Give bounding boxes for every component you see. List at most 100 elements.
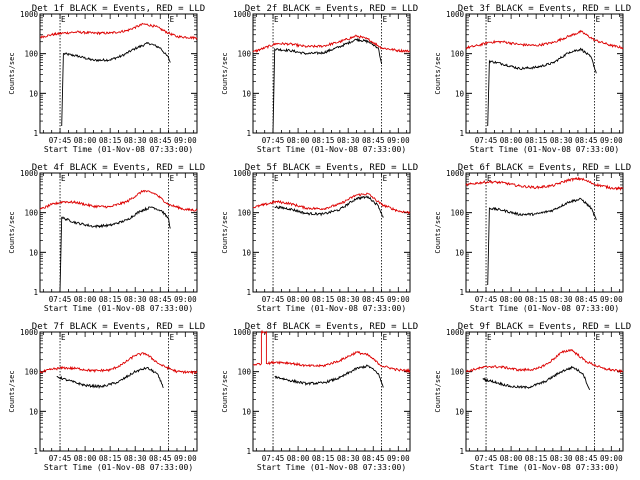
x-tick-label: 08:30 [550, 295, 573, 304]
x-tick-label: 07:45 [262, 295, 285, 304]
plot-frame [252, 13, 411, 134]
y-tick-label: 10 [242, 407, 252, 416]
event-marker-label: E [596, 174, 601, 183]
y-tick-label: 10 [29, 248, 39, 257]
x-axis-title: Start Time (01-Nov-08 07:33:00) [44, 145, 193, 154]
events-series-line [482, 365, 591, 390]
events-series-line [274, 195, 384, 218]
x-tick-label: 08:45 [575, 136, 598, 145]
x-tick-label: 08:45 [575, 295, 598, 304]
y-tick-label: 1 [459, 447, 464, 456]
y-tick-label: 10 [242, 89, 252, 98]
chart-title: Det 2f BLACK = Events, RED = LLD [245, 4, 418, 14]
chart-title: Det 9f BLACK = Events, RED = LLD [458, 322, 631, 332]
event-marker-label: E [487, 333, 492, 342]
y-tick-label: 1 [33, 288, 38, 297]
y-tick-label: 1000 [20, 169, 39, 178]
chart-title: Det 5f BLACK = Events, RED = LLD [245, 163, 418, 173]
y-tick-label: 10 [242, 248, 252, 257]
event-marker-label: E [383, 174, 388, 183]
x-tick-label: 07:45 [262, 136, 285, 145]
y-tick-label: 1 [246, 129, 251, 138]
event-marker-label: E [487, 174, 492, 183]
chart-panel-1: Det 1f BLACK = Events, RED = LLD 1 10 100 10… [8, 4, 205, 154]
x-tick-label: 08:15 [312, 454, 335, 463]
x-tick-label: 07:45 [49, 295, 72, 304]
y-tick-label: 1000 [446, 328, 465, 337]
y-axis-title: Counts/sec [434, 52, 442, 94]
x-tick-label: 08:15 [99, 454, 122, 463]
x-tick-label: 09:00 [174, 454, 197, 463]
y-tick-label: 1 [246, 288, 251, 297]
y-tick-label: 10 [29, 89, 39, 98]
y-tick-label: 100 [24, 209, 38, 218]
y-tick-label: 100 [450, 368, 464, 377]
x-tick-label: 08:45 [575, 454, 598, 463]
event-marker-label: E [61, 333, 66, 342]
events-series-line [487, 197, 597, 286]
plot-frame [39, 331, 198, 452]
plot-frame [252, 172, 411, 293]
lld-series-line [252, 329, 411, 374]
x-tick-label: 09:00 [600, 136, 623, 145]
event-marker-label: E [170, 333, 175, 342]
y-tick-label: 1 [459, 288, 464, 297]
x-tick-label: 09:00 [600, 454, 623, 463]
event-marker-label: E [274, 333, 279, 342]
events-series-line [274, 364, 384, 388]
y-tick-label: 100 [24, 50, 38, 59]
x-tick-label: 08:00 [287, 136, 310, 145]
x-axis-title: Start Time (01-Nov-08 07:33:00) [257, 304, 406, 313]
y-tick-label: 100 [237, 209, 251, 218]
y-axis-title: Counts/sec [8, 370, 16, 412]
y-axis-title: Counts/sec [8, 211, 16, 253]
event-marker-label: E [274, 15, 279, 24]
x-tick-label: 07:45 [262, 454, 285, 463]
x-tick-label: 09:00 [174, 295, 197, 304]
event-marker-label: E [170, 15, 175, 24]
chart-panel-3: Det 3f BLACK = Events, RED = LLD 1 10 100 10… [434, 4, 631, 154]
x-tick-label: 08:45 [362, 295, 385, 304]
event-marker-label: E [274, 174, 279, 183]
x-tick-label: 08:30 [550, 454, 573, 463]
x-tick-label: 08:00 [287, 454, 310, 463]
x-tick-label: 08:30 [337, 136, 360, 145]
lld-series-line [465, 29, 624, 50]
x-tick-label: 08:45 [149, 454, 172, 463]
x-tick-label: 08:30 [124, 454, 147, 463]
chart-title: Det 1f BLACK = Events, RED = LLD [32, 4, 205, 14]
x-tick-label: 07:45 [49, 454, 72, 463]
y-tick-label: 100 [237, 50, 251, 59]
chart-title: Det 7f BLACK = Events, RED = LLD [32, 322, 205, 332]
lld-series-line [465, 176, 624, 191]
x-tick-label: 08:15 [99, 295, 122, 304]
y-axis-title: Counts/sec [221, 52, 229, 94]
plot-frame [39, 172, 198, 293]
chart-title: Det 6f BLACK = Events, RED = LLD [458, 163, 631, 173]
event-marker-label: E [383, 333, 388, 342]
x-tick-label: 08:45 [362, 136, 385, 145]
y-axis-title: Counts/sec [434, 370, 442, 412]
x-tick-label: 08:00 [500, 454, 523, 463]
y-tick-label: 1000 [20, 10, 39, 19]
y-tick-label: 10 [455, 89, 465, 98]
x-tick-label: 08:45 [149, 136, 172, 145]
x-tick-label: 08:15 [525, 136, 548, 145]
x-tick-label: 08:45 [149, 295, 172, 304]
y-tick-label: 1000 [446, 169, 465, 178]
chart-title: Det 8f BLACK = Events, RED = LLD [245, 322, 418, 332]
y-tick-label: 1000 [446, 10, 465, 19]
y-tick-label: 100 [450, 209, 464, 218]
x-tick-label: 08:30 [337, 454, 360, 463]
chart-title: Det 4f BLACK = Events, RED = LLD [32, 163, 205, 173]
x-axis-title: Start Time (01-Nov-08 07:33:00) [470, 304, 619, 313]
event-marker-label: E [61, 15, 66, 24]
events-series-line [61, 41, 171, 127]
event-marker-label: E [383, 15, 388, 24]
y-axis-title: Counts/sec [8, 52, 16, 94]
events-series-line [59, 206, 171, 293]
y-tick-label: 10 [455, 407, 465, 416]
event-marker-label: E [487, 15, 492, 24]
event-marker-label: E [61, 174, 66, 183]
x-tick-label: 08:15 [99, 136, 122, 145]
